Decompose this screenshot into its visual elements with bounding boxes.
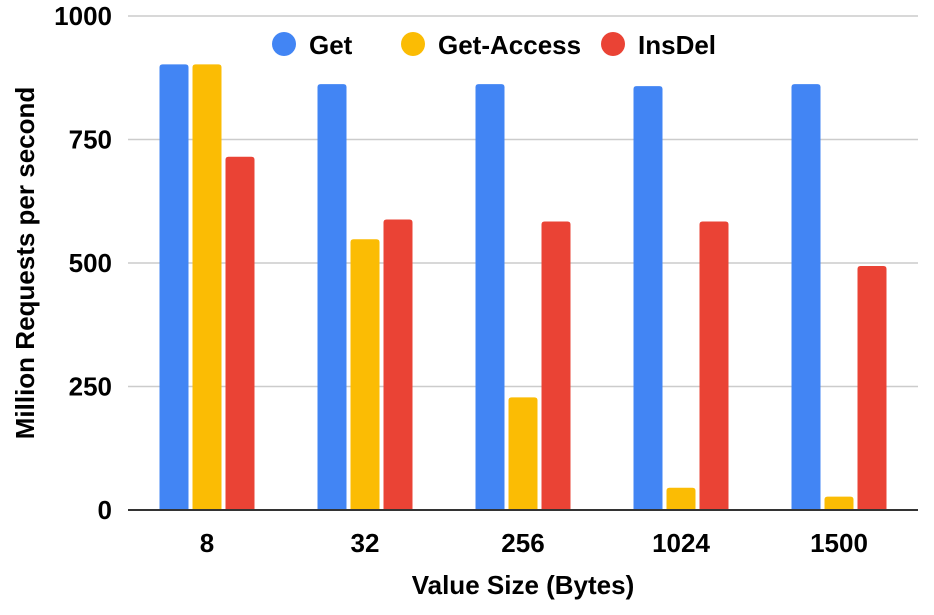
legend-label-insdel: InsDel [638,30,716,60]
y-tick-label: 0 [98,495,112,525]
y-tick-label: 500 [69,248,112,278]
bar-insdel-1024 [699,221,729,510]
bar-get-access-1500 [824,496,854,510]
legend-swatch-get [272,32,296,56]
bar-get-1024 [633,86,663,510]
axes: 0 250 500 750 1000 8 32 256 1024 1500 [54,1,918,558]
bar-insdel-8 [225,156,255,511]
x-tick-label: 1024 [652,528,710,558]
legend-label-get-access: Get-Access [438,30,581,60]
bar-get-access-32 [350,239,380,510]
gridlines [128,15,918,388]
legend-swatch-get-access [401,32,425,56]
x-tick-label: 1500 [810,528,868,558]
x-tick-label: 256 [501,528,544,558]
bar-get-access-256 [508,397,538,510]
bar-insdel-32 [383,219,413,510]
legend-label-get: Get [309,30,353,60]
x-tick-label: 32 [351,528,380,558]
x-tick-label: 8 [200,528,214,558]
y-tick-label: 250 [69,372,112,402]
bar-get-access-1024 [666,487,696,510]
y-tick-label: 750 [69,125,112,155]
bar-get-256 [475,84,505,510]
y-tick-label: 1000 [54,1,112,31]
legend: Get Get-Access InsDel [272,30,716,60]
x-axis-title: Value Size (Bytes) [412,570,635,600]
bar-insdel-1500 [857,265,887,510]
bar-get-access-8 [192,64,222,511]
y-axis-title: Million Requests per second [10,87,40,440]
bars [159,64,887,511]
bar-get-8 [159,64,189,511]
legend-swatch-insdel [601,32,625,56]
bar-get-32 [317,84,347,510]
bar-get-1500 [791,84,821,510]
bar-insdel-256 [541,221,571,510]
